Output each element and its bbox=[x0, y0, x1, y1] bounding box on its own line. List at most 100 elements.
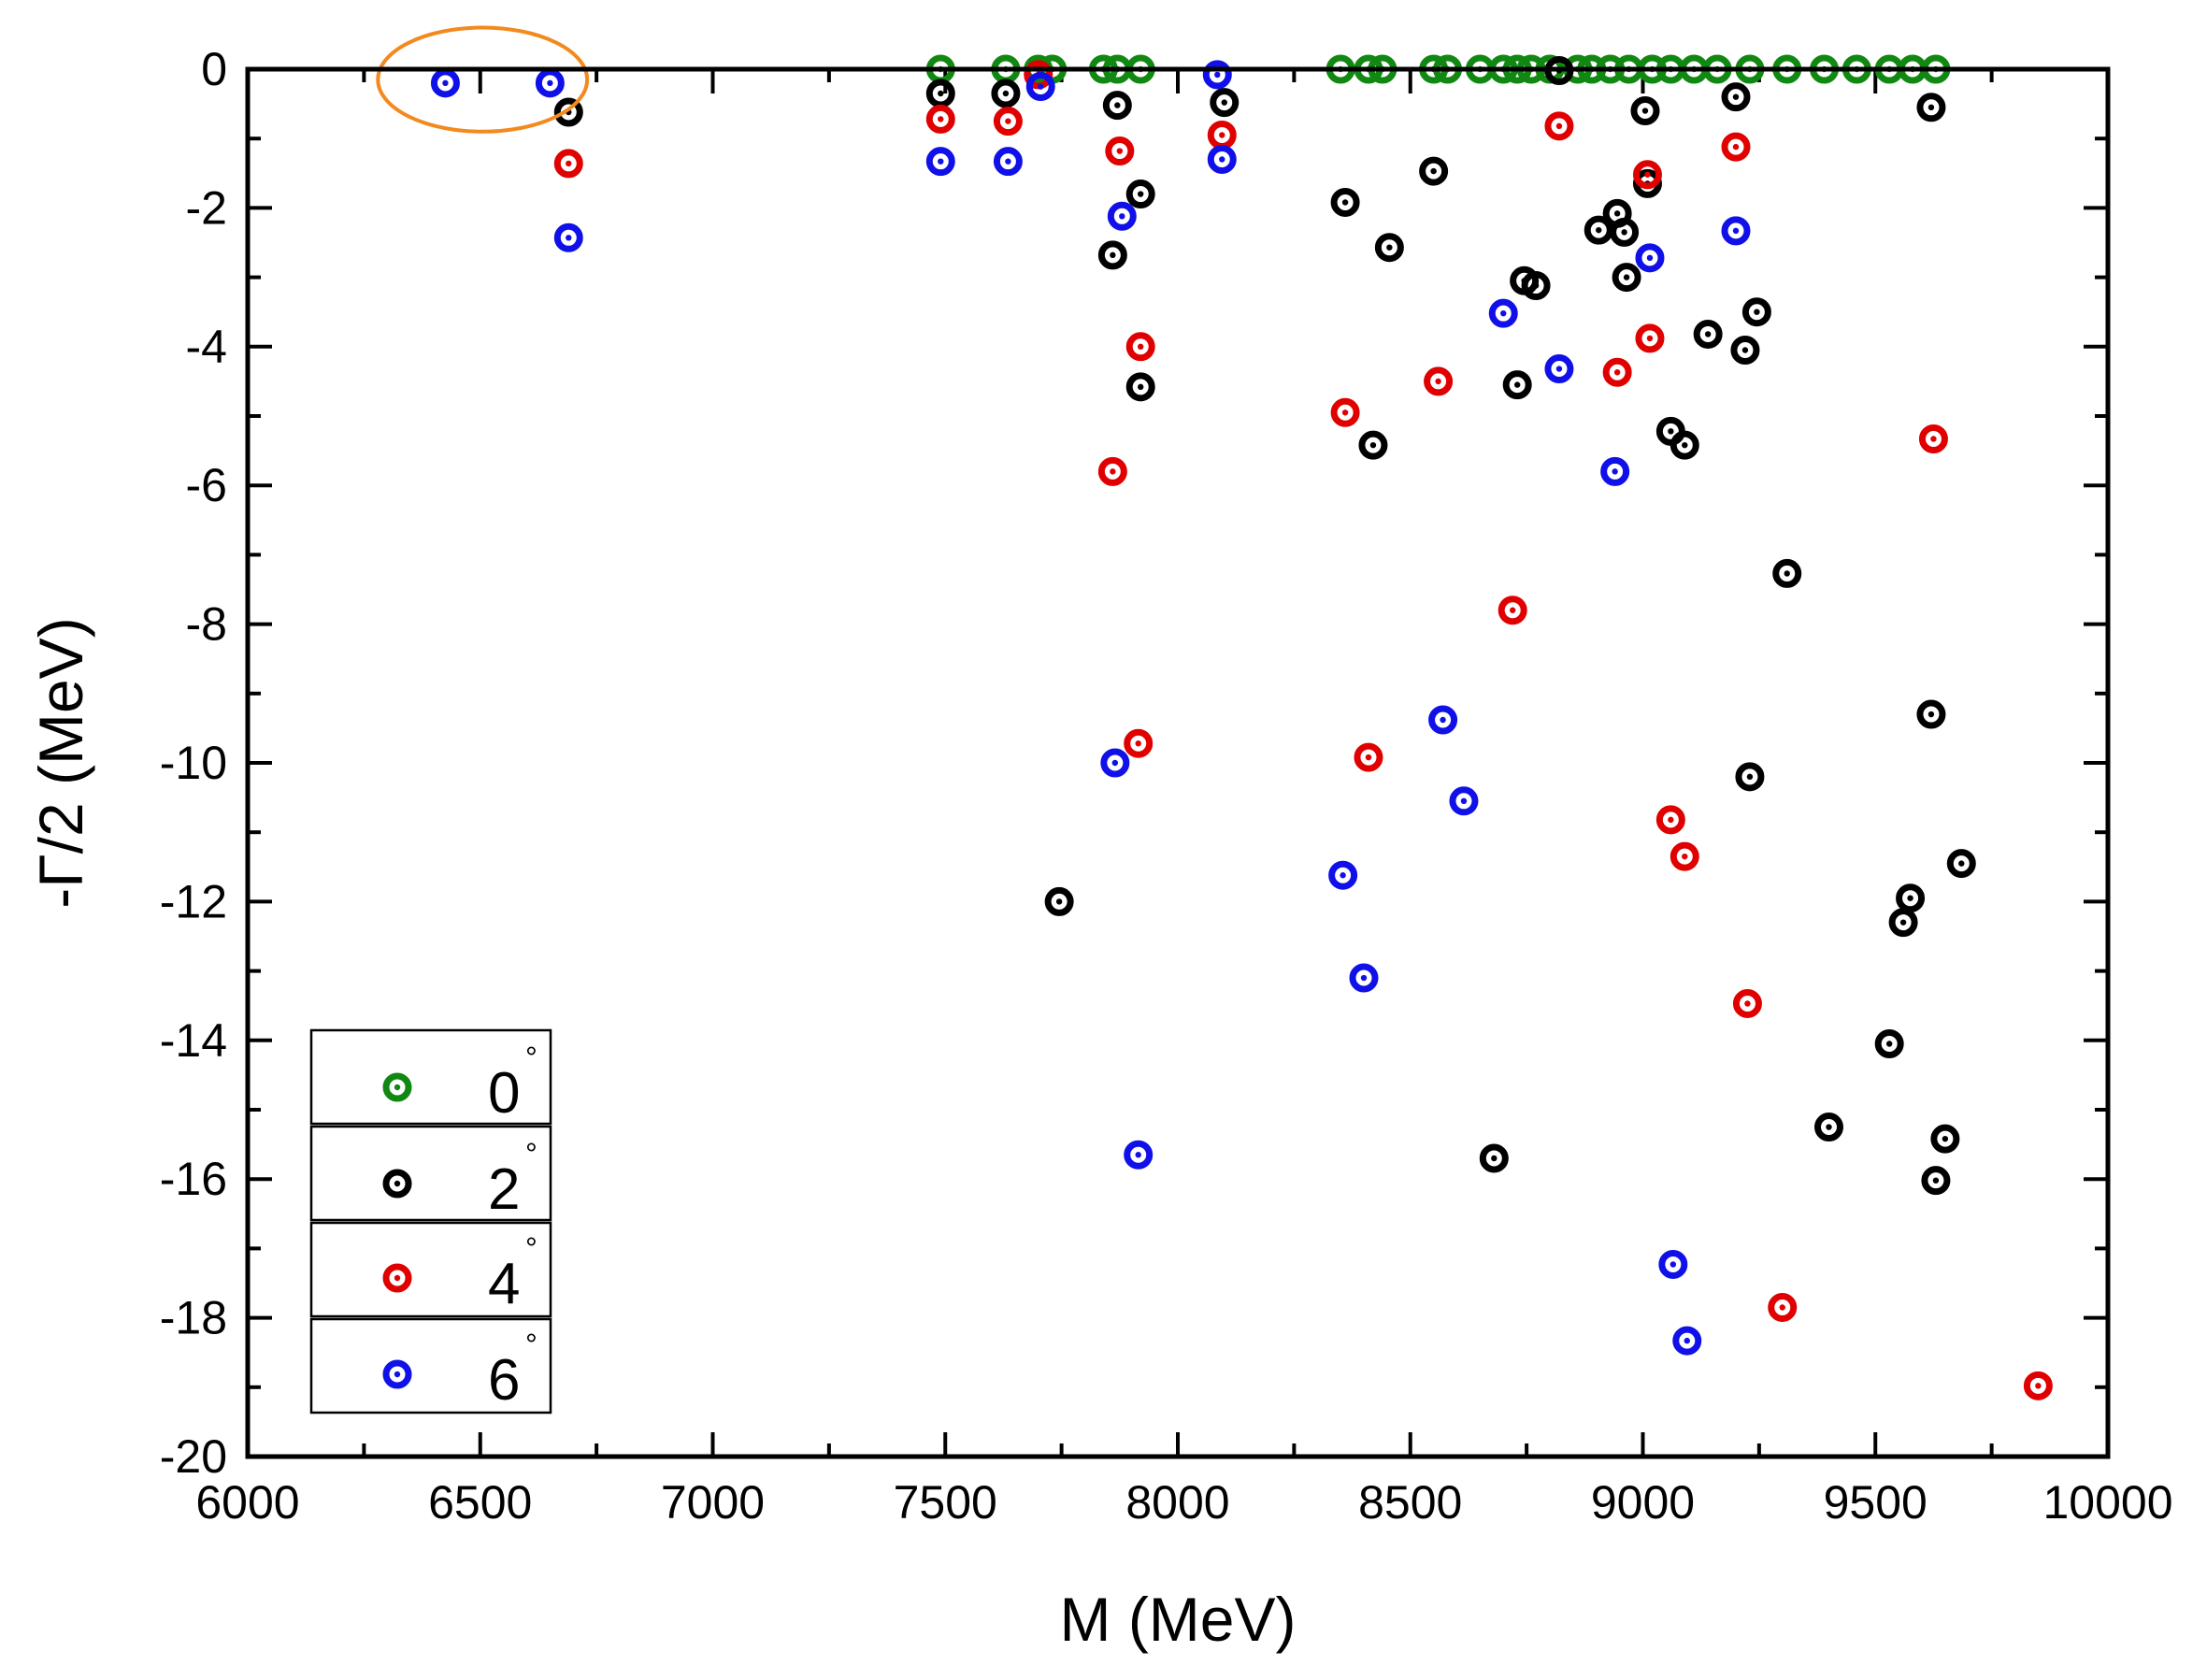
data-point-center bbox=[1510, 607, 1516, 613]
data-point-center bbox=[547, 79, 553, 87]
x-tick-label: 9000 bbox=[1591, 1476, 1695, 1529]
data-point bbox=[1635, 243, 1665, 273]
data-point-center bbox=[1732, 143, 1740, 151]
data-point bbox=[1374, 233, 1404, 263]
legend-box-6 bbox=[309, 1317, 552, 1414]
data-point bbox=[1610, 217, 1640, 247]
data-point-center bbox=[1369, 441, 1377, 449]
x-tick-label: 8000 bbox=[1125, 1476, 1229, 1529]
data-point bbox=[1125, 179, 1155, 209]
data-point-center bbox=[1119, 213, 1125, 220]
data-point-center bbox=[1684, 1337, 1690, 1344]
data-point-center bbox=[1341, 409, 1349, 416]
x-tick-label: 6000 bbox=[195, 1476, 299, 1529]
y-tick-label: -12 bbox=[160, 875, 227, 927]
data-point-center bbox=[1596, 226, 1602, 234]
data-point-center bbox=[1005, 118, 1011, 124]
data-point bbox=[1735, 762, 1765, 792]
data-point-center bbox=[1221, 99, 1227, 106]
plot-frame bbox=[245, 66, 2111, 1459]
data-point-center bbox=[1219, 156, 1225, 163]
data-point-center bbox=[1907, 895, 1913, 901]
data-point bbox=[1544, 111, 1574, 141]
data-point bbox=[1479, 1143, 1509, 1173]
data-point-center bbox=[1612, 468, 1618, 475]
data-point-center bbox=[1958, 860, 1965, 867]
data-point-center bbox=[1110, 468, 1116, 475]
data-point bbox=[1612, 263, 1641, 293]
legend-degree-0: ° bbox=[525, 1041, 537, 1074]
data-point bbox=[553, 97, 583, 127]
data-point-center bbox=[1670, 1261, 1677, 1268]
data-point bbox=[1419, 156, 1449, 186]
data-point-center bbox=[1138, 383, 1144, 391]
data-point-center bbox=[938, 90, 944, 97]
y-tick-label: -14 bbox=[160, 1014, 227, 1067]
series-4-deg bbox=[553, 60, 2053, 1400]
x-tick-label: 6500 bbox=[428, 1476, 532, 1529]
data-point-center bbox=[1340, 872, 1346, 879]
x-axis-title: M (MeV) bbox=[1060, 1585, 1297, 1654]
data-point-center bbox=[1491, 1155, 1498, 1162]
data-point bbox=[1328, 860, 1358, 890]
data-point bbox=[1502, 370, 1532, 400]
data-point bbox=[1600, 456, 1630, 486]
data-point-center bbox=[1002, 90, 1010, 97]
y-tick-label: -2 bbox=[186, 181, 227, 234]
x-tick-label: 8500 bbox=[1358, 1476, 1462, 1529]
data-point bbox=[1100, 748, 1130, 778]
data-point bbox=[1125, 332, 1155, 362]
data-point bbox=[1670, 430, 1699, 460]
data-point bbox=[1721, 216, 1751, 246]
data-point bbox=[1918, 424, 1948, 453]
data-point bbox=[535, 68, 565, 98]
data-point-center bbox=[1928, 711, 1935, 718]
legend-marker-0 bbox=[382, 1072, 412, 1102]
data-point-center bbox=[1779, 1304, 1785, 1311]
series-6-deg bbox=[430, 60, 1751, 1356]
data-point bbox=[1544, 354, 1574, 384]
legend-marker-4 bbox=[382, 1263, 412, 1293]
data-point-center bbox=[1826, 1124, 1832, 1130]
data-point bbox=[1693, 319, 1723, 349]
data-point bbox=[925, 147, 955, 177]
data-point-center bbox=[1116, 148, 1124, 154]
data-point bbox=[1658, 1249, 1688, 1279]
data-point-center bbox=[1005, 158, 1011, 165]
x-tick-label: 7500 bbox=[894, 1476, 997, 1529]
data-point-center bbox=[1641, 108, 1649, 114]
data-point bbox=[1424, 366, 1454, 396]
data-point bbox=[1916, 699, 1946, 729]
data-point bbox=[1025, 72, 1055, 102]
data-point-center bbox=[1732, 227, 1740, 235]
tick-labels: 6000 6500 7000 7500 8000 8500 9000 9500 10000 0 -2… bbox=[160, 43, 2173, 1529]
data-point bbox=[1732, 988, 1762, 1018]
data-point bbox=[553, 223, 583, 252]
data-point bbox=[1105, 136, 1135, 166]
data-point-center bbox=[1899, 919, 1907, 926]
data-point-center bbox=[1942, 1135, 1949, 1142]
y-tick-label: -4 bbox=[186, 321, 227, 373]
data-point-center bbox=[1360, 974, 1368, 982]
data-point bbox=[925, 104, 955, 134]
series-2-deg bbox=[553, 55, 1976, 1196]
data-point-center bbox=[1386, 244, 1393, 251]
data-point bbox=[1874, 1029, 1904, 1059]
data-point-center bbox=[1555, 122, 1563, 130]
legend-degree-2: ° bbox=[525, 1137, 537, 1170]
data-point bbox=[1888, 908, 1918, 938]
data-point-center bbox=[938, 116, 944, 122]
data-point-center bbox=[1646, 335, 1654, 342]
data-point-center bbox=[1744, 1000, 1751, 1007]
data-point bbox=[1630, 96, 1660, 126]
data-point-center bbox=[1111, 759, 1119, 767]
data-point-center bbox=[1682, 441, 1688, 449]
data-point bbox=[1896, 883, 1926, 913]
data-point bbox=[1632, 160, 1662, 190]
data-point bbox=[1498, 596, 1527, 625]
data-point-center bbox=[1138, 343, 1144, 350]
y-tick-label: -16 bbox=[160, 1153, 227, 1205]
y-tick-label: -6 bbox=[186, 459, 227, 511]
legend: 0 ° 2 ° 4 ° 6 ° bbox=[309, 1028, 552, 1414]
y-tick-label: -20 bbox=[160, 1430, 227, 1483]
